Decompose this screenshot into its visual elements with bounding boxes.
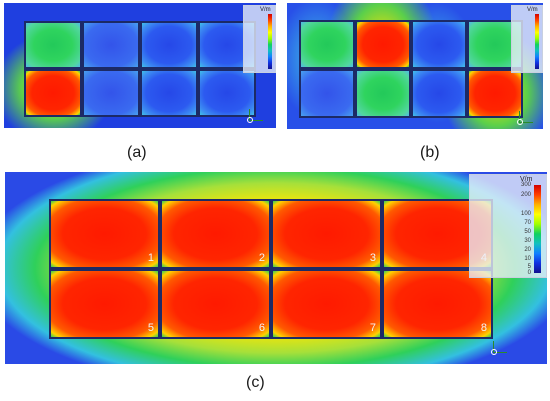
cell-a-6	[82, 69, 140, 117]
cell-a-1	[24, 21, 82, 69]
cell-c-8: 8	[382, 269, 493, 339]
cell-number-1: 1	[147, 252, 154, 264]
caption-a: (a)	[127, 144, 147, 161]
legend-unit-b: V/m	[527, 7, 538, 13]
panel-c: 1 2 3 4 5 6 7 8 V/m 300 200 100 70 50 30…	[5, 172, 547, 364]
legend-tick: 70	[524, 220, 531, 226]
cell-c-6: 6	[160, 269, 271, 339]
legend-tick: 10	[524, 256, 531, 262]
axis-triad-icon	[517, 110, 537, 126]
legend-tick: 0	[527, 270, 531, 276]
cell-number-2: 2	[258, 252, 265, 264]
panel-b: V/m	[287, 3, 543, 129]
cell-b-2	[355, 20, 411, 69]
cell-b-3	[411, 20, 467, 69]
axis-triad-icon	[247, 108, 267, 124]
legend-ticks-c: 300 200 100 70 50 30 20 10 5 0	[508, 182, 531, 276]
cell-a-7	[140, 69, 198, 117]
cell-c-1: 1	[49, 199, 160, 269]
cell-number-6: 6	[258, 322, 265, 334]
color-legend-c: V/m 300 200 100 70 50 30 20 10 5 0	[469, 174, 547, 278]
cell-b-8	[467, 69, 523, 118]
panel-a: V/m	[4, 3, 276, 128]
legend-unit-c: V/m	[520, 176, 533, 183]
legend-colorbar-a	[268, 14, 272, 69]
cell-b-1	[299, 20, 355, 69]
cell-number-7: 7	[369, 322, 376, 334]
cell-b-6	[355, 69, 411, 118]
caption-b: (b)	[420, 144, 440, 161]
cell-a-3	[140, 21, 198, 69]
color-legend-b: V/m	[511, 5, 543, 73]
cell-b-5	[299, 69, 355, 118]
legend-tick: 50	[524, 229, 531, 235]
legend-unit-a: V/m	[260, 7, 271, 13]
cell-b-7	[411, 69, 467, 118]
axis-triad-icon	[491, 340, 511, 356]
legend-tick: 30	[524, 238, 531, 244]
caption-c: (c)	[246, 374, 265, 391]
legend-colorbar-c	[534, 185, 541, 273]
cell-grid-b	[299, 20, 523, 118]
cell-number-8: 8	[480, 322, 487, 334]
cell-grid-c: 1 2 3 4 5 6 7 8	[49, 199, 493, 339]
legend-tick: 100	[520, 211, 531, 217]
cell-a-8	[198, 69, 256, 117]
cell-number-5: 5	[147, 322, 154, 334]
legend-tick: 20	[524, 247, 531, 253]
legend-colorbar-b	[535, 14, 539, 69]
legend-tick: 5	[527, 264, 531, 270]
cell-c-5: 5	[49, 269, 160, 339]
cell-grid-a	[24, 21, 256, 117]
cell-a-5	[24, 69, 82, 117]
cell-c-3: 3	[271, 199, 382, 269]
cell-a-2	[82, 21, 140, 69]
legend-tick: 300	[520, 182, 531, 188]
cell-c-7: 7	[271, 269, 382, 339]
legend-tick: 200	[520, 192, 531, 198]
cell-number-3: 3	[369, 252, 376, 264]
cell-c-2: 2	[160, 199, 271, 269]
color-legend-a: V/m	[243, 5, 276, 73]
